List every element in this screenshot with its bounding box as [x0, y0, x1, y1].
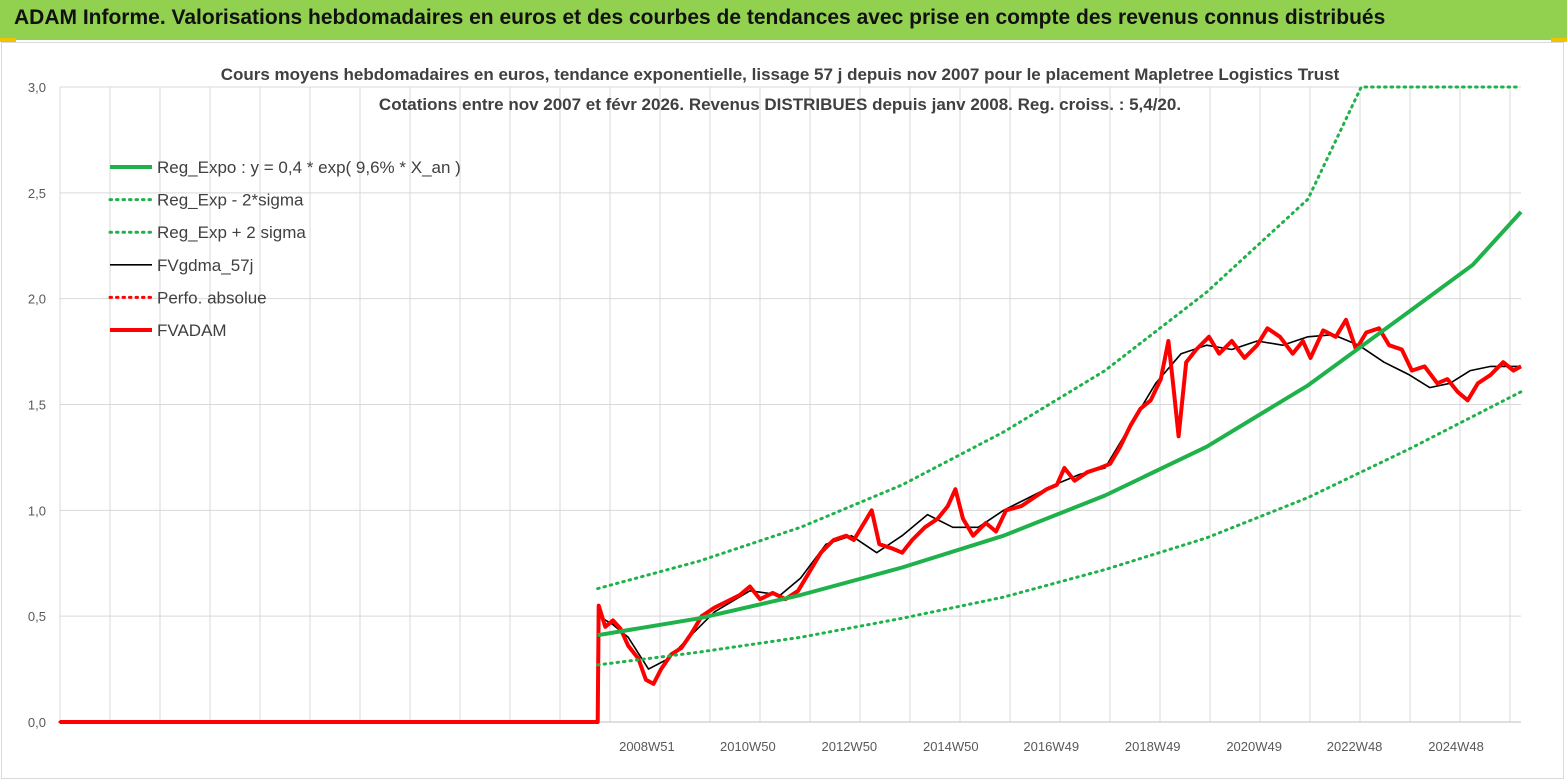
series-group: [58, 85, 1523, 724]
series-line: [596, 85, 1523, 591]
accent-bar-left: [0, 38, 16, 42]
series-line: [60, 333, 1521, 723]
legend-label: FVADAM: [157, 321, 227, 340]
x-tick-label: 2008W51: [619, 739, 675, 754]
chart-subtitle: Cotations entre nov 2007 et févr 2026. R…: [379, 95, 1181, 114]
y-tick-label: 1,5: [28, 398, 46, 413]
series-line: [60, 317, 1522, 724]
chart-frame: [1, 42, 1564, 779]
x-tick-label: 2012W50: [822, 739, 878, 754]
header-banner: ADAM Informe. Valorisations hebdomadaire…: [0, 0, 1567, 40]
legend: Reg_Expo : y = 0,4 * exp( 9,6% * X_an ) R…: [108, 158, 461, 340]
x-tick-label: 2020W49: [1226, 739, 1282, 754]
y-tick-label: 1,0: [28, 503, 46, 518]
y-tick-label: 2,0: [28, 292, 46, 307]
y-tick-label: 0,0: [28, 715, 46, 730]
x-tick-label: 2016W49: [1023, 739, 1079, 754]
page-title: ADAM Informe. Valorisations hebdomadaire…: [14, 6, 1386, 29]
series-line: [597, 210, 1523, 638]
x-tick-label: 2024W48: [1428, 739, 1484, 754]
x-tick-label: 2010W50: [720, 739, 776, 754]
y-tick-label: 0,5: [28, 609, 46, 624]
series-line: [596, 390, 1523, 667]
legend-label: Reg_Expo : y = 0,4 * exp( 9,6% * X_an ): [157, 158, 461, 177]
x-tick-label: 2018W49: [1125, 739, 1181, 754]
grid: [59, 86, 1521, 723]
legend-label: Reg_Exp - 2*sigma: [157, 191, 304, 210]
x-axis: 2008W51 2010W50 2012W50 2014W50 2016W49 2018W…: [619, 739, 1484, 754]
x-tick-label: 2014W50: [923, 739, 979, 754]
chart-title: Cours moyens hebdomadaires en euros, ten…: [221, 65, 1340, 84]
x-tick-label: 2022W48: [1327, 739, 1383, 754]
y-tick-label: 2,5: [28, 186, 46, 201]
legend-label: Reg_Exp + 2 sigma: [157, 223, 306, 242]
y-axis: 0,0 0,5 1,0 1,5 2,0 2,5 3,0: [28, 80, 46, 730]
accent-bar-right: [1551, 38, 1567, 42]
y-tick-label: 3,0: [28, 80, 46, 95]
legend-label: FVgdma_57j: [157, 256, 253, 275]
legend-label: Perfo. absolue: [157, 288, 267, 307]
